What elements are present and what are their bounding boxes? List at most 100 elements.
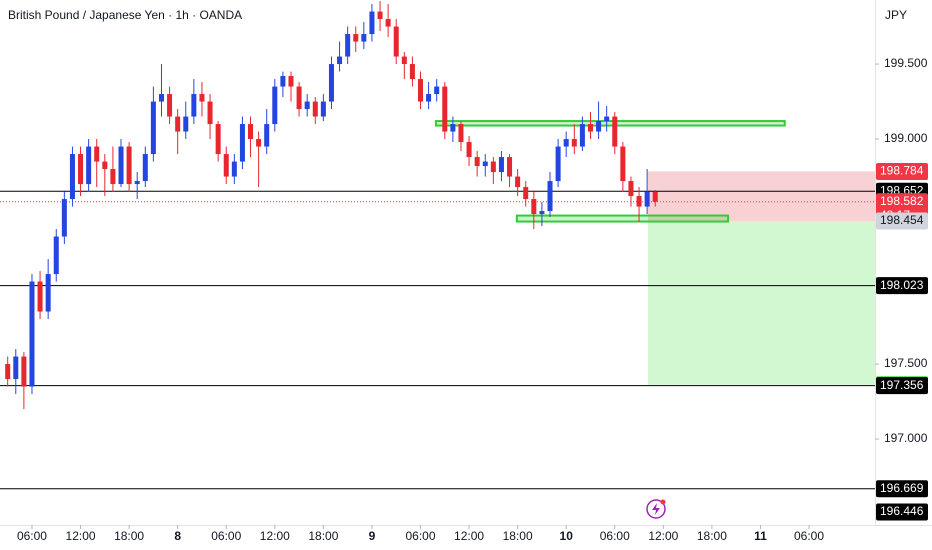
x-tick-label: 12:00: [260, 529, 290, 543]
candle-body: [272, 86, 278, 125]
candle-body: [86, 146, 92, 185]
candle-body: [563, 139, 569, 147]
candle-body: [264, 124, 270, 147]
candle-body: [555, 146, 561, 182]
candle-body: [385, 19, 391, 27]
x-tick-label: 10: [560, 529, 574, 543]
price-tag: [876, 503, 928, 521]
candle-body: [474, 157, 480, 167]
candle-body: [61, 199, 67, 237]
candle-body: [401, 56, 407, 65]
price-tag-label: 198.454: [880, 213, 924, 227]
x-tick-label: 06:00: [600, 529, 630, 543]
candle-body: [507, 157, 513, 177]
y-tick-label: 197.000: [884, 431, 928, 445]
price-tag: [876, 480, 928, 498]
x-tick-label: 18:00: [697, 529, 727, 543]
candle-body: [466, 142, 472, 158]
x-tick-label: 18:00: [503, 529, 533, 543]
y-tick-label: 199.000: [884, 131, 928, 145]
candle-body: [53, 236, 59, 275]
candle-body: [450, 124, 456, 132]
x-tick-label: 12:00: [648, 529, 678, 543]
candle-body: [256, 139, 262, 147]
alert-dot[interactable]: [660, 499, 666, 505]
chart-title: British Pound / Japanese Yen · 1h · OAND…: [8, 8, 242, 22]
price-tag: [876, 162, 928, 180]
candle-body: [207, 101, 213, 125]
candle-body: [223, 154, 229, 177]
candle-body: [353, 34, 359, 42]
candle-body: [596, 121, 602, 132]
candle-body: [393, 26, 399, 57]
candle-body: [434, 86, 440, 95]
alert-bolt[interactable]: [652, 503, 660, 515]
candle-body: [78, 154, 84, 185]
candle-body: [21, 356, 27, 387]
x-tick-label: 12:00: [66, 529, 96, 543]
candle-body: [417, 79, 424, 102]
x-tick-label: 06:00: [17, 529, 47, 543]
candle-body: [94, 146, 100, 162]
candle-body: [361, 34, 367, 42]
candle-body: [5, 364, 11, 380]
candle-body: [69, 154, 75, 200]
candle-body: [531, 199, 537, 215]
candle-body: [377, 11, 383, 20]
candle-body: [579, 124, 585, 147]
x-tick-label: 06:00: [211, 529, 241, 543]
candle-body: [426, 94, 432, 102]
candle-body: [328, 64, 334, 102]
candle-body: [442, 86, 448, 132]
candle-body: [482, 161, 488, 167]
candle-body: [45, 274, 51, 312]
x-tick-label: 18:00: [308, 529, 338, 543]
candle-body: [142, 154, 148, 182]
candle-body: [312, 101, 318, 117]
candle-body: [248, 124, 254, 140]
candle-body: [612, 116, 618, 147]
candle-body: [498, 157, 504, 173]
candle-body: [29, 281, 35, 387]
candle-body: [150, 101, 156, 155]
candle-body: [118, 146, 124, 185]
candle-body: [102, 161, 108, 170]
candle-body: [199, 94, 205, 102]
alert-circle[interactable]: [646, 499, 666, 519]
candle-body: [652, 191, 658, 202]
y-tick-label: 197.500: [884, 356, 928, 370]
candle-body: [523, 187, 529, 200]
candle-body: [304, 101, 310, 110]
x-tick-label: 11: [754, 529, 767, 543]
price-tag: [876, 277, 928, 295]
candle-body: [458, 124, 464, 143]
x-tick-label: 18:00: [114, 529, 144, 543]
candle-body: [239, 124, 245, 162]
candle-body: [515, 176, 521, 188]
candle-body: [175, 116, 181, 132]
x-tick-label: 06:00: [794, 529, 824, 543]
candle-body: [345, 34, 351, 57]
candle-body: [628, 181, 634, 197]
price-tag: [876, 377, 928, 395]
candle-body: [571, 139, 577, 147]
risk-zone: [647, 171, 875, 221]
candle-body: [183, 116, 189, 132]
price-tag-label: 196.446: [880, 504, 924, 518]
candle-body: [547, 181, 553, 212]
y-tick-label: 199.500: [884, 56, 928, 70]
candle-body: [490, 161, 496, 173]
candle-body: [215, 124, 221, 155]
x-tick-label: 12:00: [454, 529, 484, 543]
price-tag-label: 198.582: [880, 194, 924, 208]
candle-body: [636, 196, 642, 207]
candle-body: [134, 181, 140, 185]
candle-body: [37, 281, 43, 312]
price-tag-label: 197.356: [880, 378, 924, 392]
alert-icon[interactable]: [646, 499, 666, 519]
zone: [515, 214, 730, 223]
candle-body: [158, 94, 164, 102]
candle-body: [110, 169, 116, 185]
candle-body: [409, 64, 415, 80]
